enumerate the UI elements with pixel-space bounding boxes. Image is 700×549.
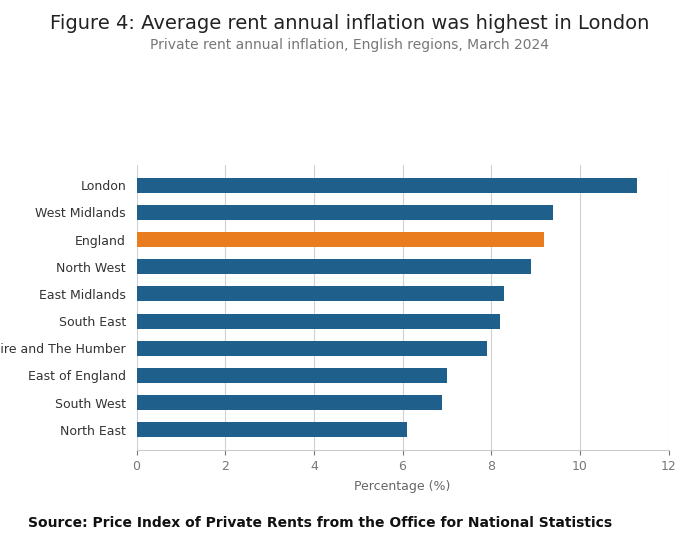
- Bar: [136, 287, 505, 301]
- Bar: [136, 422, 407, 437]
- Bar: [136, 178, 638, 193]
- Text: Source: Price Index of Private Rents from the Office for National Statistics: Source: Price Index of Private Rents fro…: [28, 516, 612, 530]
- Bar: [136, 232, 545, 247]
- Text: Private rent annual inflation, English regions, March 2024: Private rent annual inflation, English r…: [150, 38, 550, 53]
- X-axis label: Percentage (%): Percentage (%): [354, 480, 451, 493]
- Bar: [136, 313, 500, 328]
- Bar: [136, 368, 447, 383]
- Bar: [136, 341, 486, 356]
- Bar: [136, 395, 442, 410]
- Bar: [136, 259, 531, 274]
- Text: Figure 4: Average rent annual inflation was highest in London: Figure 4: Average rent annual inflation …: [50, 14, 650, 33]
- Bar: [136, 205, 553, 220]
